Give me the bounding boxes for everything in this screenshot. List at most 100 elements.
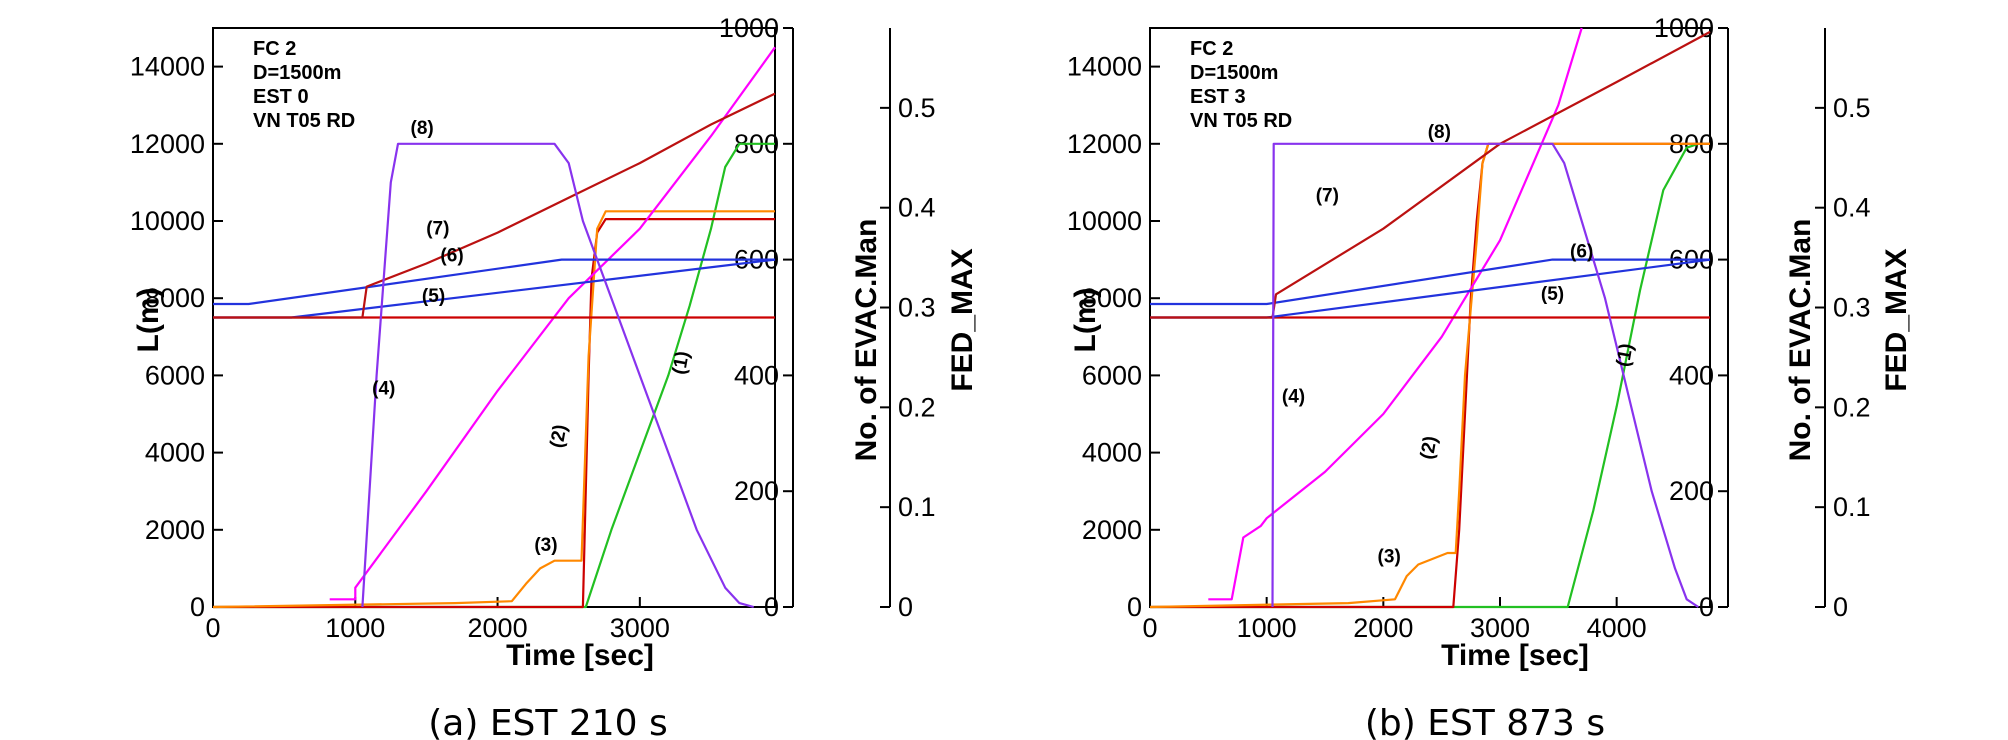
series-line-5 <box>1150 258 1710 306</box>
curve-label: (7) <box>426 219 449 240</box>
y-right-evac-tick-label: 0 <box>764 592 779 622</box>
y-right-evac-tick-label: 0 <box>1699 592 1714 622</box>
x-tick-label: 2000 <box>1353 613 1413 643</box>
x-tick-label: 3000 <box>1470 613 1530 643</box>
chart-panel-b: FC 2 D=1500m EST 3 VN T05 RD Time [sec] … <box>1067 13 1913 740</box>
series-line-1 <box>1150 142 1710 609</box>
series-line-0 <box>1150 142 1710 609</box>
y-right-fed-tick-label: 0.5 <box>1833 93 1871 123</box>
y-left-tick-label: 10000 <box>1067 206 1142 236</box>
y-left-tick-label: 2000 <box>145 515 205 545</box>
x-tick-label: 2000 <box>468 613 528 643</box>
x-axis-label: Time [sec] <box>1441 639 1589 672</box>
y-axis-right-label-fed: FED_MAX <box>946 248 979 391</box>
y-left-tick-label: 4000 <box>1082 438 1142 468</box>
y-right-fed-tick-label: 0.4 <box>1833 193 1871 223</box>
y-right-fed-tick-label: 0 <box>898 592 913 622</box>
curve-label: (5) <box>422 286 445 307</box>
y-right-evac-tick-label: 1000 <box>1654 13 1714 43</box>
curve-label: (8) <box>411 118 434 139</box>
y-left-ticks: 0 2000 4000 6000 8000 10000 12000 14000 <box>130 52 223 622</box>
y-right-fed-tick-label: 0.3 <box>898 293 936 323</box>
series-line-6 <box>1150 258 1711 319</box>
y-right-fed-tick-label: 0.2 <box>1833 392 1871 422</box>
curve-label: (1) <box>1613 342 1638 369</box>
y-right-fed-tick-label: 0.3 <box>1833 293 1871 323</box>
y-right-evac-tick-label: 400 <box>1669 360 1714 390</box>
series-line-0 <box>213 142 775 609</box>
curve-label: (8) <box>1428 122 1451 143</box>
y-left-tick-label: 0 <box>190 592 205 622</box>
series-line-8 <box>361 142 754 609</box>
y-right-fed-tick-label: 0.5 <box>898 93 936 123</box>
y-left-tick-label: 4000 <box>145 438 205 468</box>
y-axis-left-label: L(m) <box>132 288 165 353</box>
curve-labels: (1) (2) (3) (4) (5) (6) (7) (8) <box>372 118 694 556</box>
x-tick-label: 1000 <box>1237 613 1297 643</box>
curve-label: (1) <box>669 350 694 377</box>
annotation-line-4: VN T05 RD <box>253 110 355 132</box>
x-tick-label: 0 <box>205 613 220 643</box>
series-line-1 <box>213 218 775 609</box>
series-group <box>212 46 776 609</box>
series-line-7 <box>213 92 776 319</box>
x-tick-label: 0 <box>1142 613 1157 643</box>
annotation-block-b: FC 2 D=1500m EST 3 VN T05 RD <box>1190 38 1292 132</box>
panel-caption-b: (b) EST 873 s <box>1365 703 1605 740</box>
y-right-fed-tick-label: 0.4 <box>898 193 936 223</box>
x-tick-label: 1000 <box>325 613 385 643</box>
annotation-line-2: D=1500m <box>1190 62 1278 84</box>
curve-label: (4) <box>1282 386 1305 407</box>
y-right-fed-tick-label: 0.1 <box>1833 492 1871 522</box>
axes: 0 1000 2000 3000 400002000400060008000100001… <box>1067 13 1871 643</box>
x-tick-label: 4000 <box>1587 613 1647 643</box>
y-left-tick-label: 12000 <box>130 129 205 159</box>
annotation-block-a: FC 2 D=1500m EST 0 VN T05 RD <box>253 38 355 132</box>
y-right-evac-tick-label: 200 <box>734 476 779 506</box>
annotation-line-1: FC 2 <box>1190 38 1233 60</box>
annotation-line-1: FC 2 <box>253 38 296 60</box>
curve-label: (2) <box>1417 435 1442 462</box>
y-left-tick-label: 14000 <box>1067 52 1142 82</box>
y-right-evac-tick-label: 1000 <box>719 13 779 43</box>
annotation-line-3: EST 0 <box>253 86 309 108</box>
curve-label: (6) <box>1570 242 1593 263</box>
y-left-tick-label: 12000 <box>1067 129 1142 159</box>
curve-label: (5) <box>1541 284 1564 305</box>
y-right-evac-tick-label: 400 <box>734 360 779 390</box>
curve-labels: (1) (2) (3) (4) (5) (6) (7) (8) <box>1282 122 1638 568</box>
x-axis-label: Time [sec] <box>506 639 654 672</box>
x-tick-label: 3000 <box>610 613 670 643</box>
y-right-fed-axis: 0 0.1 0.2 0.3 0.4 0.5 <box>1815 28 1871 622</box>
y-left-tick-label: 6000 <box>145 360 205 390</box>
x-ticks: 0 1000 2000 3000 <box>205 597 670 643</box>
y-right-fed-tick-label: 0.1 <box>898 492 936 522</box>
curve-label: (3) <box>534 535 557 556</box>
x-ticks: 0 1000 2000 3000 4000 <box>1142 597 1647 643</box>
curve-label: (7) <box>1316 186 1339 207</box>
y-axis-left-label: L(m) <box>1069 288 1102 353</box>
curve-label: (2) <box>547 423 572 450</box>
series-group <box>1149 27 1711 609</box>
y-right-fed-tick-label: 0 <box>1833 592 1848 622</box>
panel-caption-a: (a) EST 210 s <box>428 703 668 740</box>
y-right-fed-tick-label: 0.2 <box>898 392 936 422</box>
y-left-ticks: 0 2000 4000 6000 8000 10000 12000 14000 <box>1067 52 1160 622</box>
curve-label: (3) <box>1378 547 1401 568</box>
y-right-fed-axis: 0 0.1 0.2 0.3 0.4 0.5 <box>880 28 936 622</box>
y-left-tick-label: 10000 <box>130 206 205 236</box>
y-left-tick-label: 0 <box>1127 592 1142 622</box>
annotation-line-3: EST 3 <box>1190 86 1246 108</box>
y-axis-right-label-evac: No. of EVAC.Man <box>1784 219 1817 462</box>
y-right-evac-tick-label: 200 <box>1669 476 1714 506</box>
curve-label: (4) <box>372 379 395 400</box>
series-line-8 <box>1271 142 1699 608</box>
axes: 0 1000 2000 3000020004000600080001000012000… <box>130 13 936 643</box>
series-line-3 <box>1208 27 1583 601</box>
y-left-tick-label: 2000 <box>1082 515 1142 545</box>
y-left-tick-label: 14000 <box>130 52 205 82</box>
series-line-5 <box>213 258 775 306</box>
y-left-tick-label: 8000 <box>145 283 205 313</box>
